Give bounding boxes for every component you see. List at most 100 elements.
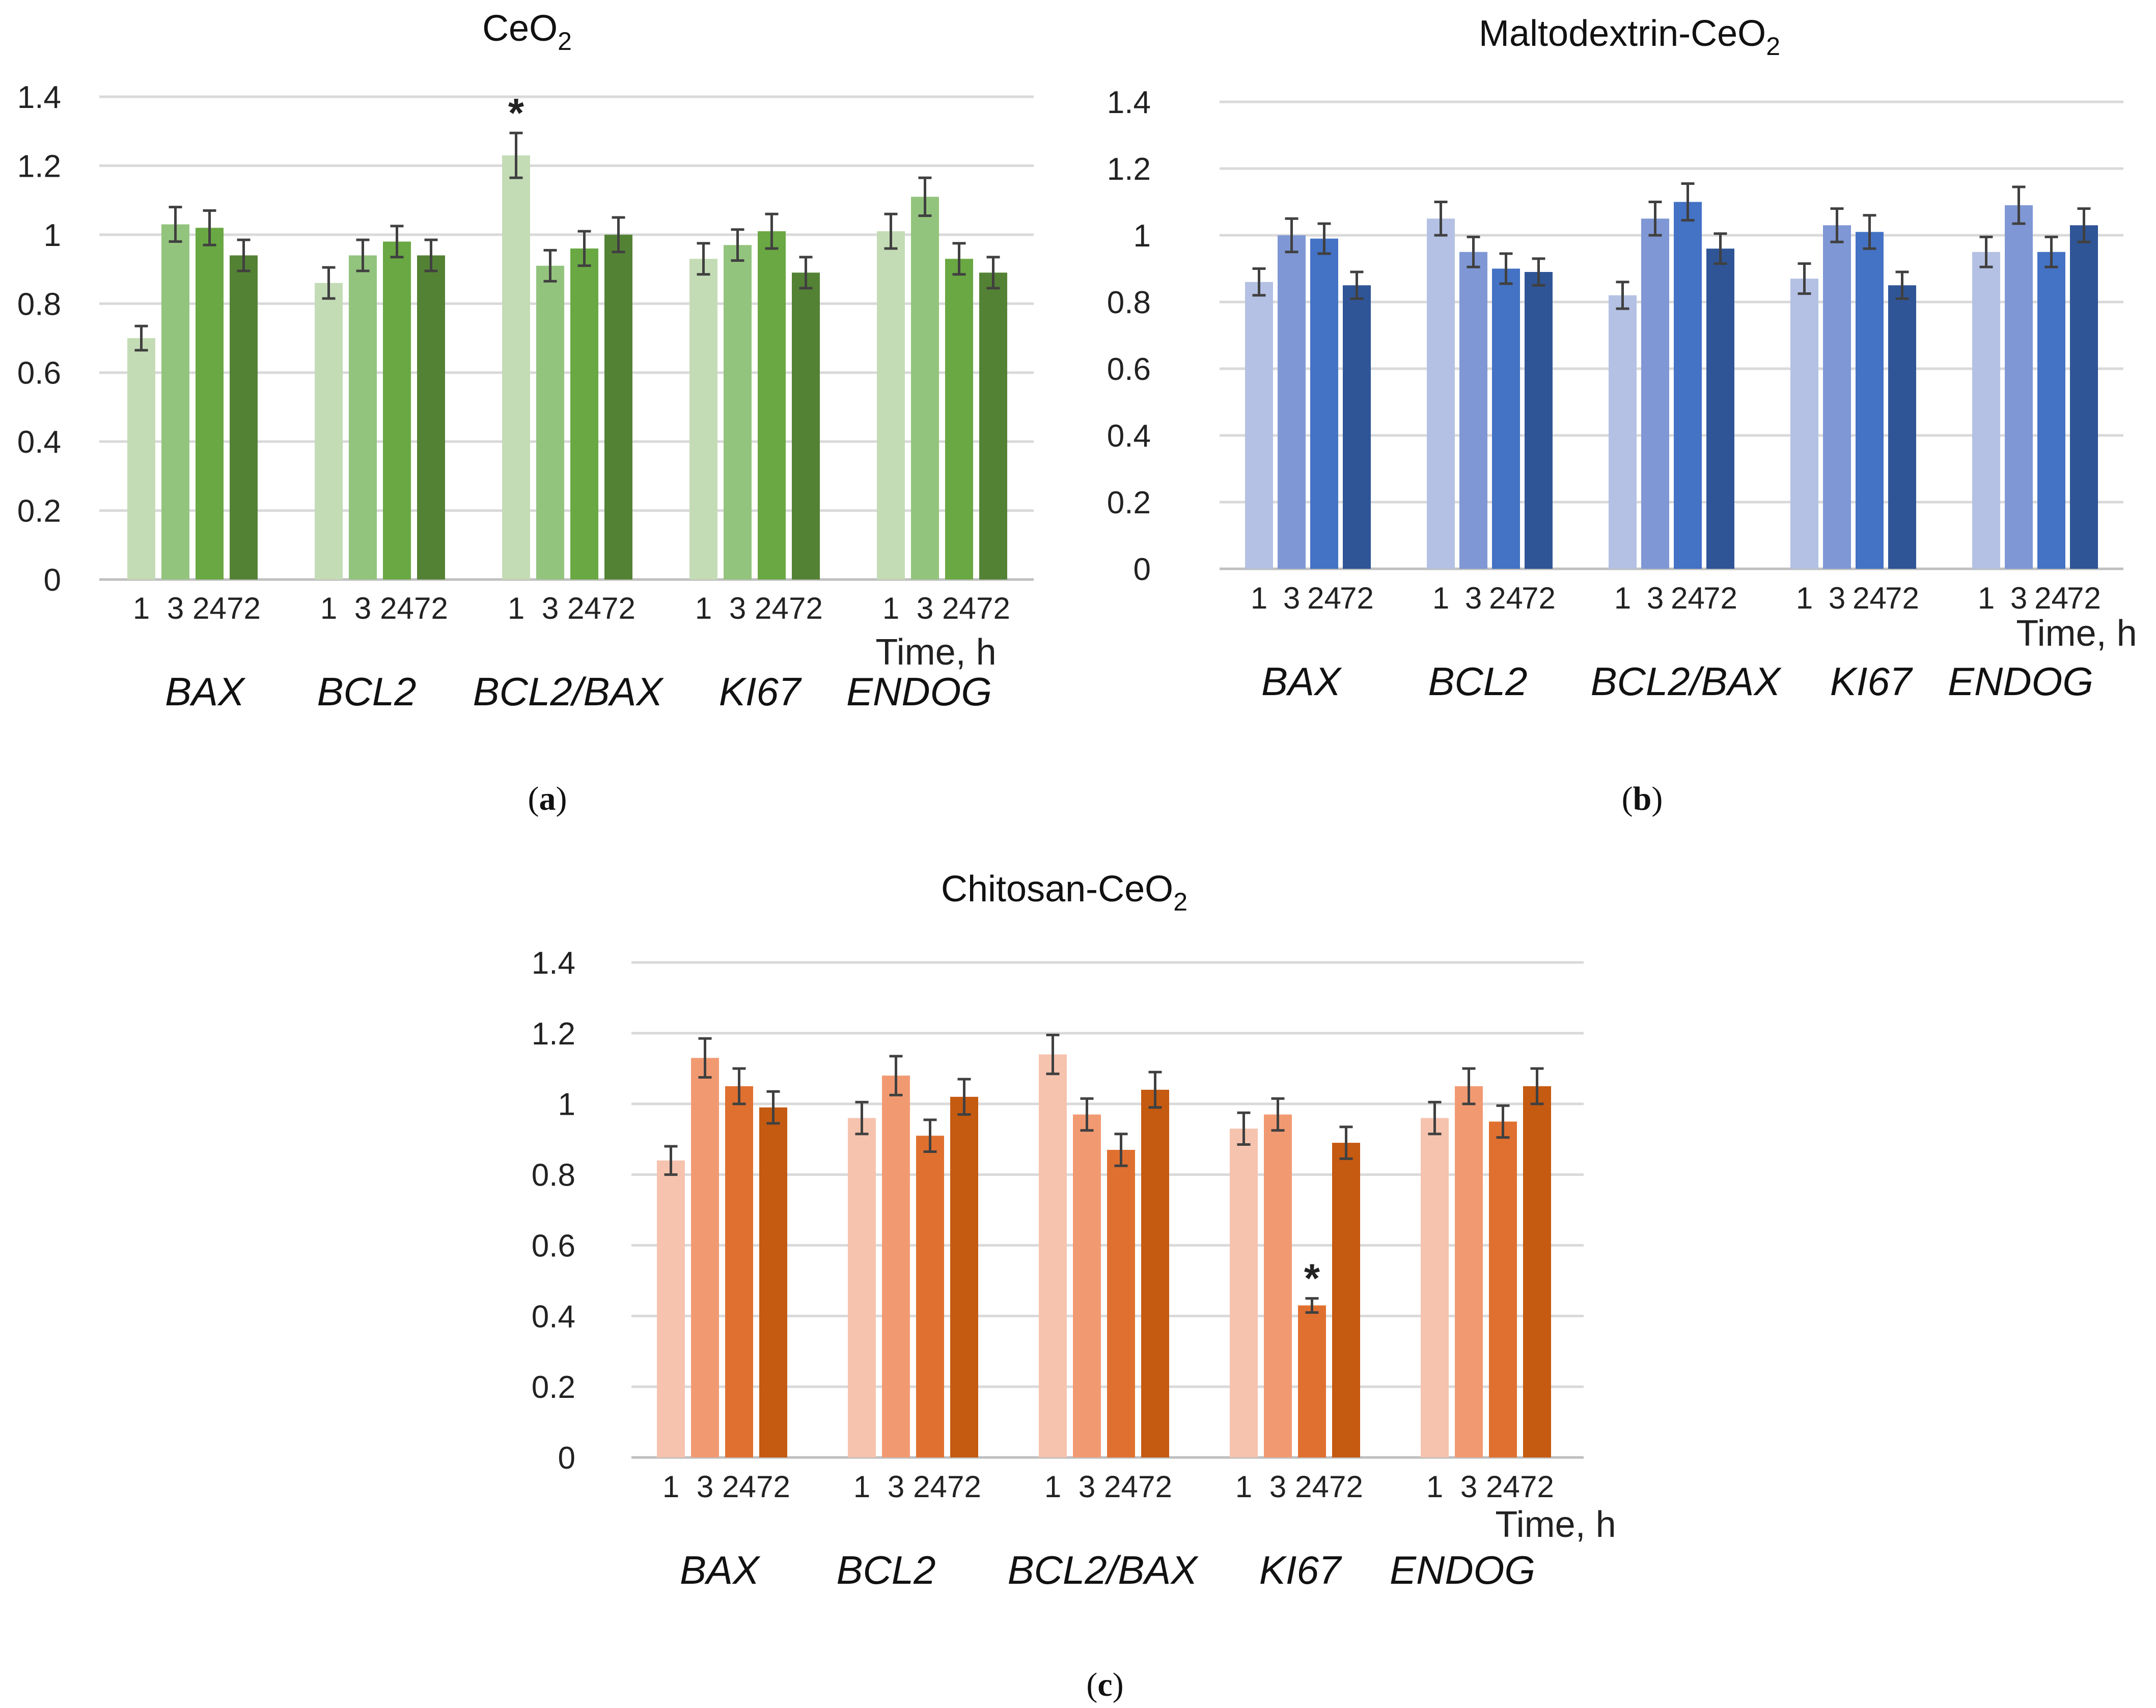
panel-label: (b) <box>1622 780 1663 817</box>
category-label: KI67 <box>1830 659 1913 704</box>
time-tick-label: 24 <box>913 1470 947 1504</box>
bar-bax-3h <box>691 1058 719 1457</box>
x-axis-title: Time, h <box>875 632 996 673</box>
bar-ki67-72h <box>1888 285 1916 569</box>
time-tick-label: 72 <box>756 1470 790 1504</box>
y-tick-label: 1.4 <box>532 946 575 981</box>
time-tick-label: 72 <box>1885 581 1919 615</box>
time-tick-label: 24 <box>1489 581 1523 615</box>
time-tick-label: 24 <box>1104 1470 1138 1504</box>
category-label: BCL2 <box>317 669 416 714</box>
y-tick-label: 1 <box>558 1087 575 1122</box>
bar-bcl2-bax-1h <box>1609 295 1637 569</box>
bar-ki67-24h <box>758 231 786 580</box>
time-tick-label: 72 <box>1329 1470 1363 1504</box>
bar-endog-72h <box>979 272 1007 580</box>
significance-mark: * <box>1304 1256 1320 1301</box>
time-tick-label: 3 <box>1829 581 1845 615</box>
bar-ki67-3h <box>1264 1114 1292 1457</box>
bar-bcl2-3h <box>1459 252 1487 569</box>
bar-bcl2-bax-24h <box>1107 1149 1135 1457</box>
time-tick-label: 24 <box>2034 581 2068 615</box>
bar-bcl2-72h <box>950 1096 978 1457</box>
category-label: BAX <box>1261 659 1342 704</box>
time-tick-label: 24 <box>1486 1470 1520 1504</box>
time-tick-label: 72 <box>1138 1470 1172 1504</box>
time-tick-label: 3 <box>697 1470 713 1504</box>
time-tick-label: 72 <box>789 591 823 625</box>
y-tick-label: 0 <box>558 1441 575 1476</box>
bar-endog-3h <box>911 197 939 580</box>
time-tick-label: 3 <box>2010 581 2027 615</box>
category-label: KI67 <box>1259 1548 1342 1592</box>
x-axis-title: Time, h <box>1495 1504 1616 1545</box>
bar-endog-1h <box>1972 252 2000 569</box>
time-tick-label: 24 <box>1295 1470 1329 1504</box>
time-tick-label: 24 <box>1671 581 1705 615</box>
bar-endog-24h <box>2037 252 2065 569</box>
time-tick-label: 24 <box>1307 581 1341 615</box>
bar-bax-1h <box>1245 282 1273 569</box>
bar-ki67-3h <box>1823 225 1851 569</box>
category-label: BAX <box>680 1548 761 1592</box>
bar-bcl2-bax-72h <box>604 234 632 580</box>
bar-bcl2-bax-3h <box>1073 1114 1101 1457</box>
time-tick-label: 1 <box>1432 581 1449 615</box>
y-tick-label: 1.2 <box>17 149 61 184</box>
bar-bcl2-bax-1h <box>1039 1054 1067 1457</box>
time-tick-label: 72 <box>601 591 635 625</box>
time-tick-label: 1 <box>1426 1470 1443 1504</box>
bar-bcl2-bax-24h <box>570 248 598 580</box>
time-tick-label: 72 <box>1520 1470 1554 1504</box>
bar-bcl2-3h <box>882 1076 910 1457</box>
bar-bax-24h <box>196 228 224 580</box>
bar-bcl2-bax-3h <box>536 265 564 580</box>
bar-bcl2-bax-3h <box>1641 218 1669 569</box>
bar-bax-1h <box>657 1160 685 1457</box>
time-tick-label: 24 <box>1853 581 1887 615</box>
time-tick-label: 1 <box>1796 581 1813 615</box>
bar-bax-72h <box>1343 285 1371 569</box>
time-tick-label: 3 <box>167 591 184 625</box>
y-tick-label: 0.4 <box>17 425 61 460</box>
y-tick-label: 1.2 <box>532 1016 575 1052</box>
bar-bcl2-bax-72h <box>1141 1089 1169 1457</box>
bar-endog-3h <box>2005 205 2033 569</box>
time-tick-label: 24 <box>192 591 227 625</box>
category-label: BAX <box>165 669 246 714</box>
bar-bcl2-bax-1h <box>502 155 530 580</box>
bar-endog-1h <box>1421 1118 1449 1457</box>
time-tick-label: 3 <box>1269 1470 1286 1504</box>
time-tick-label: 3 <box>1647 581 1664 615</box>
category-label: BCL2/BAX <box>473 669 665 714</box>
time-tick-label: 72 <box>227 591 261 625</box>
bar-bcl2-3h <box>349 255 377 580</box>
time-tick-label: 24 <box>942 591 976 625</box>
bar-bax-72h <box>759 1107 787 1457</box>
time-tick-label: 1 <box>1251 581 1267 615</box>
chart-title: Chitosan-CeO2 <box>941 869 1187 916</box>
time-tick-label: 1 <box>133 591 150 625</box>
y-tick-label: 1.2 <box>1107 152 1151 187</box>
time-tick-label: 1 <box>695 591 712 625</box>
y-tick-label: 1 <box>1134 218 1151 254</box>
time-tick-label: 72 <box>1340 581 1374 615</box>
bar-ki67-24h <box>1298 1305 1326 1457</box>
bar-endog-72h <box>2070 225 2098 569</box>
y-tick-label: 1.4 <box>17 80 61 115</box>
time-tick-label: 3 <box>1460 1470 1477 1504</box>
time-tick-label: 3 <box>542 591 559 625</box>
time-tick-label: 1 <box>1044 1470 1061 1504</box>
time-tick-label: 1 <box>508 591 524 625</box>
chart-title: Maltodextrin-CeO2 <box>1479 13 1780 61</box>
panel-label: (a) <box>528 780 567 817</box>
y-tick-label: 0 <box>1134 552 1151 587</box>
bar-endog-3h <box>1455 1086 1483 1457</box>
category-label: BCL2/BAX <box>1008 1548 1199 1592</box>
bar-bcl2-24h <box>383 241 411 580</box>
bar-bax-72h <box>230 255 258 580</box>
category-label: BCL2/BAX <box>1591 659 1782 704</box>
